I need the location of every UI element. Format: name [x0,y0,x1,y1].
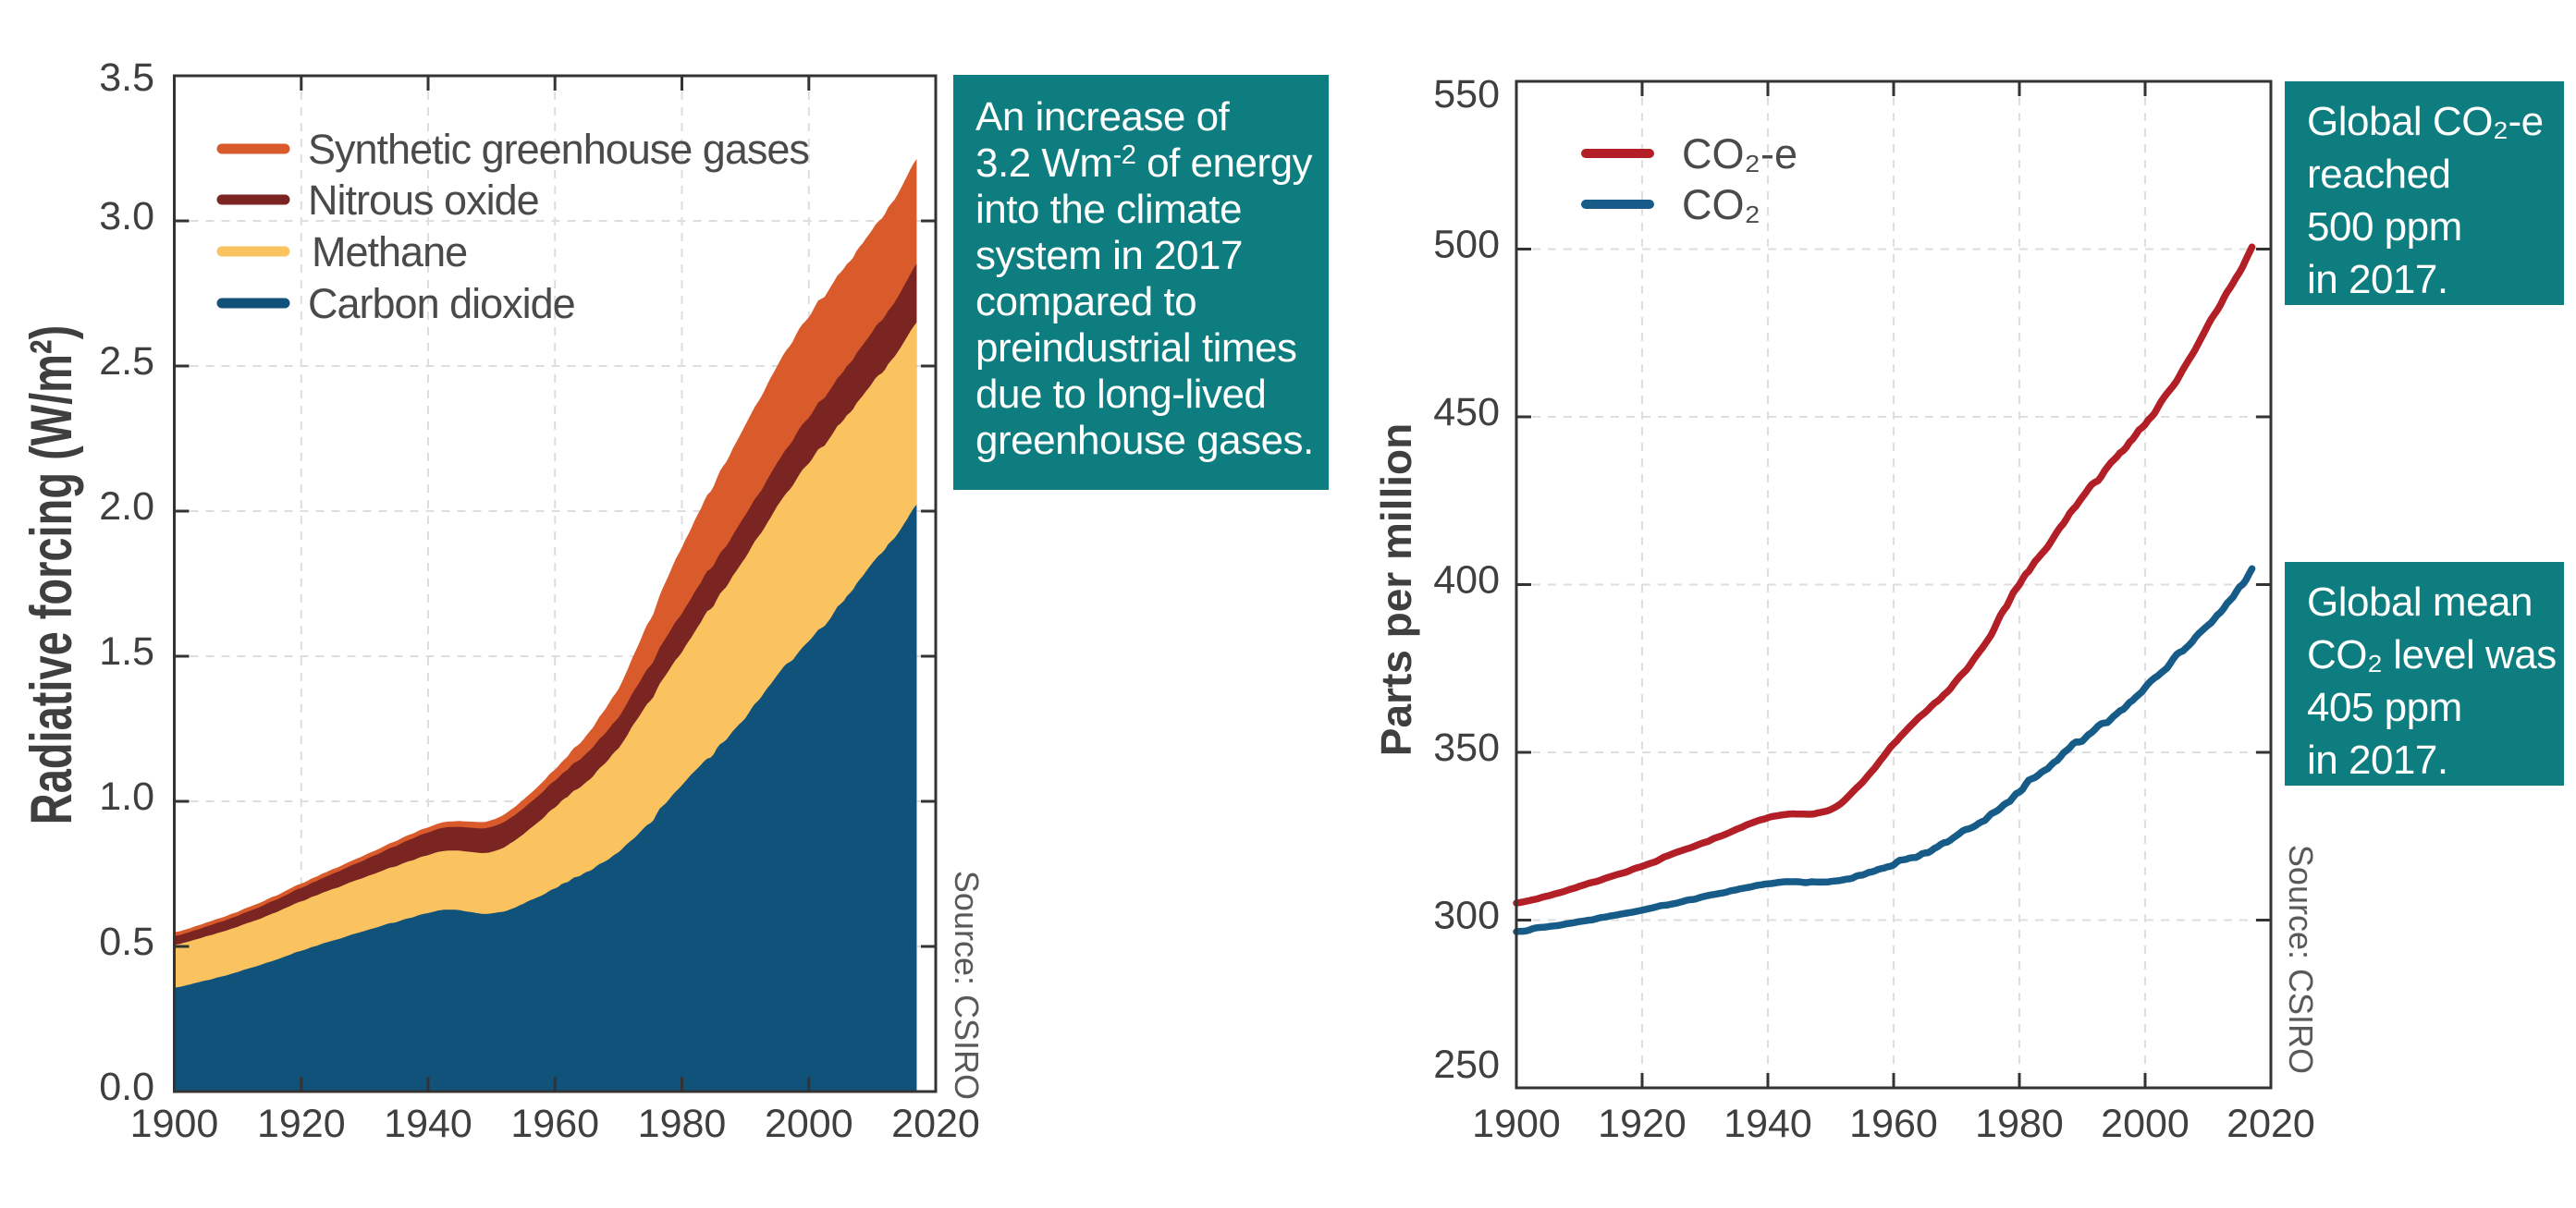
svg-text:400: 400 [1433,558,1500,603]
svg-text:CO₂ level was: CO₂ level was [2307,632,2557,677]
svg-text:2020: 2020 [2226,1102,2315,1146]
svg-text:in 2017.: in 2017. [2307,738,2448,783]
svg-text:500: 500 [1433,223,1500,267]
svg-text:Carbon dioxide: Carbon dioxide [308,280,575,327]
svg-text:1900: 1900 [130,1102,219,1146]
svg-text:1920: 1920 [1598,1102,1687,1146]
svg-text:Source: CSIRO: Source: CSIRO [2282,845,2320,1074]
svg-text:300: 300 [1433,894,1500,938]
svg-text:1920: 1920 [257,1102,346,1146]
svg-text:An increase of: An increase of [975,94,1231,140]
svg-text:0.0: 0.0 [99,1065,154,1109]
svg-text:compared to: compared to [975,279,1196,324]
svg-text:2000: 2000 [765,1102,853,1146]
svg-text:350: 350 [1433,726,1500,770]
svg-text:550: 550 [1433,72,1500,116]
svg-text:due to long-lived: due to long-lived [975,372,1266,417]
svg-text:3.5: 3.5 [99,55,154,100]
svg-text:CO₂-e: CO₂-e [1682,130,1797,177]
svg-text:Radiative forcing (W/m²): Radiative forcing (W/m²) [18,325,84,824]
svg-text:1980: 1980 [638,1102,727,1146]
svg-text:2000: 2000 [2101,1102,2190,1146]
svg-text:1980: 1980 [1975,1102,2064,1146]
svg-text:in 2017.: in 2017. [2307,257,2448,302]
svg-text:2.0: 2.0 [99,484,154,529]
svg-text:2020: 2020 [891,1102,980,1146]
svg-text:2.5: 2.5 [99,339,154,384]
svg-text:0.5: 0.5 [99,920,154,964]
svg-text:1940: 1940 [1723,1102,1812,1146]
svg-text:Parts per million: Parts per million [1372,423,1420,756]
svg-text:1940: 1940 [384,1102,472,1146]
svg-text:405 ppm: 405 ppm [2307,685,2462,730]
svg-text:system in 2017: system in 2017 [975,233,1243,278]
svg-text:Nitrous oxide: Nitrous oxide [308,177,539,224]
svg-text:into the climate: into the climate [975,187,1242,232]
svg-text:Synthetic greenhouse gases: Synthetic greenhouse gases [308,126,809,173]
svg-text:Global CO₂-e: Global CO₂-e [2307,99,2544,144]
svg-text:1.5: 1.5 [99,629,154,674]
svg-text:preindustrial times: preindustrial times [975,325,1297,371]
svg-text:1960: 1960 [510,1102,599,1146]
svg-text:Global mean: Global mean [2307,580,2533,625]
svg-text:3.2 Wm-2 of energy: 3.2 Wm-2 of energy [975,140,1313,186]
svg-text:3.0: 3.0 [99,194,154,238]
svg-text:greenhouse gases.: greenhouse gases. [975,418,1314,463]
svg-text:1960: 1960 [1849,1102,1938,1146]
svg-text:Methane: Methane [312,228,467,275]
svg-text:reached: reached [2307,152,2451,197]
svg-text:250: 250 [1433,1043,1500,1087]
svg-text:1.0: 1.0 [99,775,154,819]
svg-text:450: 450 [1433,390,1500,434]
svg-text:CO₂: CO₂ [1682,181,1760,228]
svg-text:Source: CSIRO: Source: CSIRO [948,871,986,1100]
svg-text:1900: 1900 [1472,1102,1561,1146]
svg-text:500 ppm: 500 ppm [2307,204,2462,250]
